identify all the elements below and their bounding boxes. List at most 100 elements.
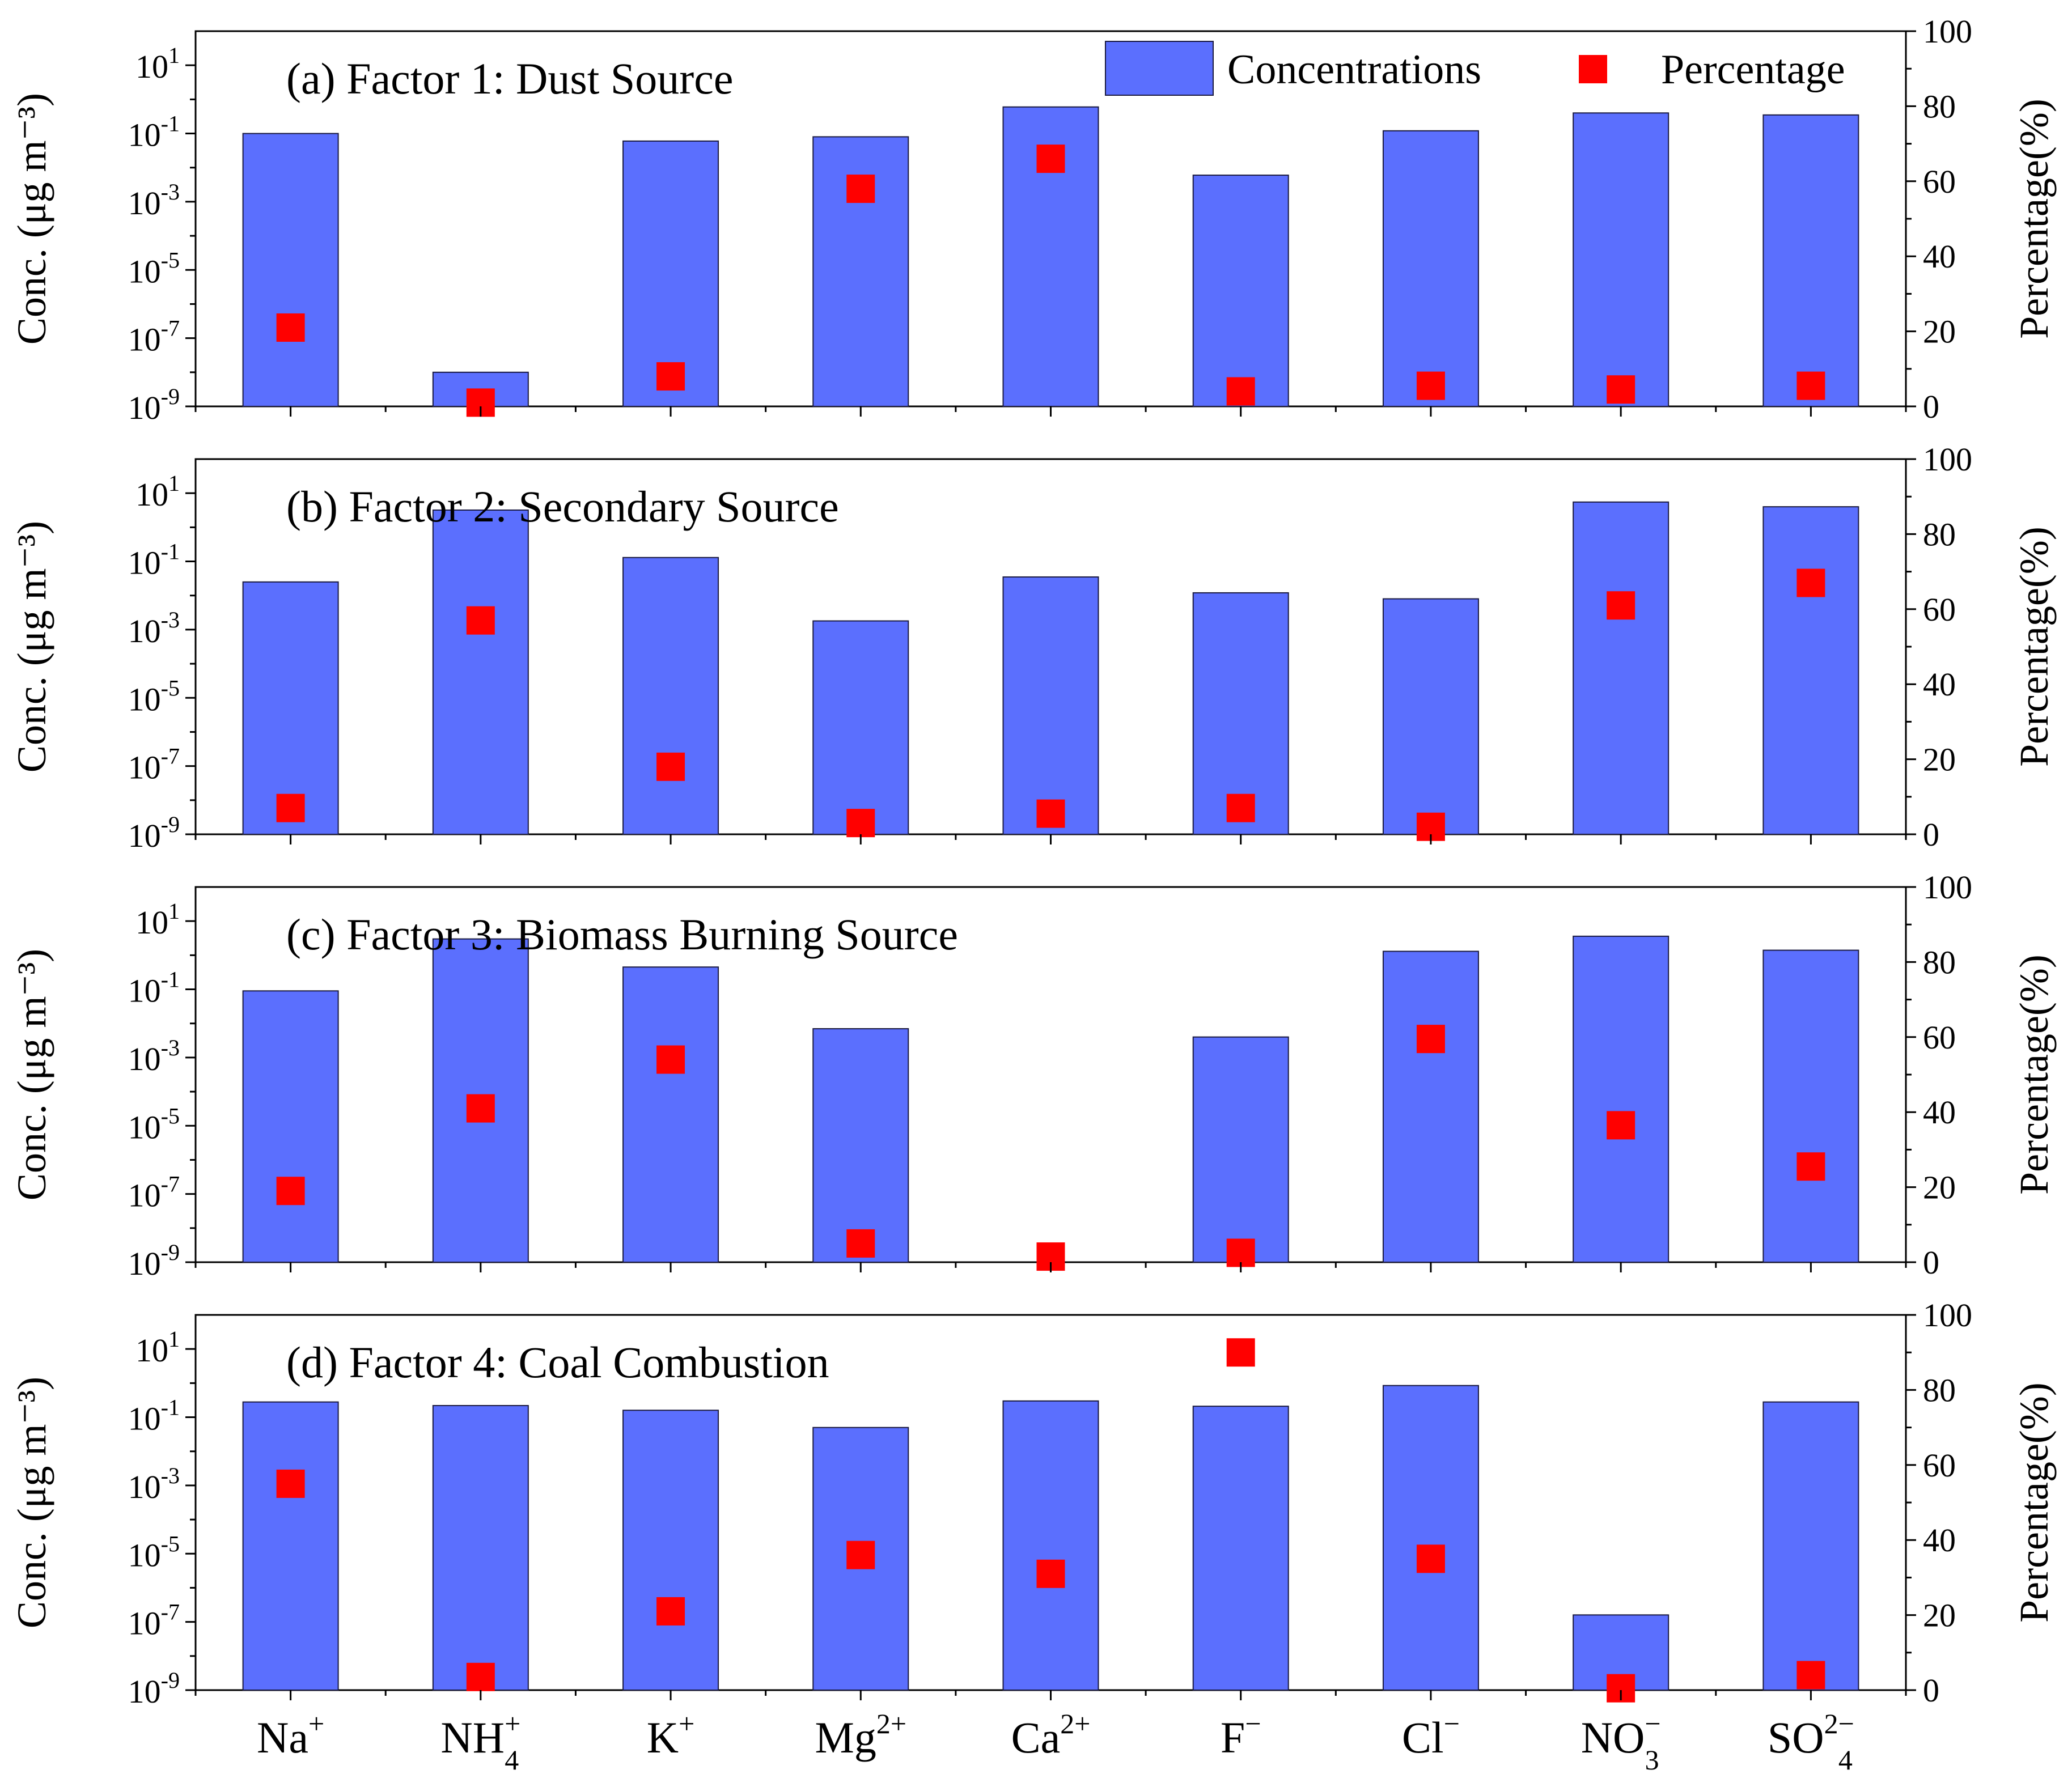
left-axis-title-b: Conc. (μg m⁻³) <box>9 521 54 773</box>
marker-b-ca <box>1036 799 1065 828</box>
panel-title-a: (a) Factor 1: Dust Source <box>286 54 733 103</box>
marker-b-f <box>1226 793 1255 822</box>
left-tick-label-c-5: 10-9 <box>128 1240 180 1282</box>
bar-c-na <box>242 990 339 1263</box>
right-tick-label-d-3: 40 <box>1923 1522 1956 1559</box>
left-axis-title-d: Conc. (μg m⁻³) <box>9 1377 54 1628</box>
right-tick-label-d-0: 100 <box>1923 1297 1972 1334</box>
left-tick-label-c-2: 10-3 <box>128 1035 180 1077</box>
left-tick-label-b-4: 10-7 <box>128 744 180 786</box>
bar-b-mg <box>812 620 909 835</box>
marker-b-no3 <box>1607 591 1635 620</box>
right-tick-label-a-1: 80 <box>1923 88 1956 125</box>
right-tick-label-c-2: 60 <box>1923 1019 1956 1056</box>
bar-d-f <box>1192 1406 1289 1691</box>
bar-d-so4 <box>1762 1401 1859 1691</box>
left-tick-label-d-4: 10-7 <box>128 1599 180 1642</box>
right-tick-label-d-4: 20 <box>1923 1597 1956 1634</box>
left-tick-label-d-3: 10-5 <box>128 1531 180 1573</box>
bar-a-no3 <box>1573 112 1670 408</box>
category-label-f: F− <box>1221 1708 1261 1762</box>
bar-d-nh4 <box>432 1404 529 1691</box>
left-axis-title-a: Conc. (μg m⁻³) <box>9 93 54 345</box>
panel-title-d: (d) Factor 4: Coal Combustion <box>286 1338 829 1387</box>
bar-b-no3 <box>1573 501 1670 835</box>
panel-c: 101 10-1 10-3 10-5 10-7 10-9 100 80 60 40 20 0 Conc.… <box>9 869 2057 1282</box>
panel-b: 101 10-1 10-3 10-5 10-7 10-9 100 80 60 40 20 0 Conc.… <box>9 441 2057 854</box>
panel-title-c: (c) Factor 3: Biomass Burning Source <box>286 910 958 959</box>
left-tick-label-a-1: 10-1 <box>128 111 180 154</box>
right-tick-label-a-2: 60 <box>1923 163 1956 200</box>
right-tick-label-b-3: 40 <box>1923 666 1956 703</box>
left-tick-label-d-1: 10-1 <box>128 1395 180 1437</box>
bar-a-na <box>242 133 339 408</box>
right-tick-label-b-4: 20 <box>1923 741 1956 778</box>
right-tick-label-c-0: 100 <box>1923 869 1972 906</box>
bar-d-cl <box>1382 1385 1479 1691</box>
marker-d-so4 <box>1796 1661 1825 1690</box>
bar-a-so4 <box>1762 114 1859 408</box>
marker-b-na <box>276 793 305 822</box>
left-tick-label-a-5: 10-9 <box>128 384 180 426</box>
bar-c-no3 <box>1573 935 1670 1263</box>
right-tick-label-c-4: 20 <box>1923 1169 1956 1206</box>
bar-d-na <box>242 1401 339 1691</box>
marker-d-ca <box>1036 1559 1065 1588</box>
marker-c-na <box>276 1177 305 1206</box>
right-tick-label-b-2: 60 <box>1923 591 1956 628</box>
bar-c-cl <box>1382 950 1479 1263</box>
left-axis-title-c: Conc. (μg m⁻³) <box>9 949 54 1200</box>
marker-c-so4 <box>1796 1152 1825 1181</box>
panel-d: 101 10-1 10-3 10-5 10-7 10-9 100 80 60 40 20 0 Conc.… <box>9 1297 2057 1710</box>
left-tick-label-d-0: 101 <box>135 1326 180 1369</box>
marker-b-nh4 <box>466 606 495 635</box>
marker-c-no3 <box>1607 1111 1635 1140</box>
bar-b-k <box>622 557 719 835</box>
marker-b-k <box>656 752 685 781</box>
marker-d-mg <box>846 1540 875 1569</box>
left-tick-label-d-5: 10-9 <box>128 1667 180 1710</box>
category-label-ca: Ca2+ <box>1011 1708 1091 1762</box>
left-tick-label-c-3: 10-5 <box>128 1103 180 1145</box>
bar-a-f <box>1192 175 1289 407</box>
left-tick-label-a-4: 10-7 <box>128 316 180 358</box>
panel-title-b: (b) Factor 2: Secondary Source <box>286 482 839 531</box>
category-label-k: K+ <box>647 1708 695 1762</box>
right-tick-label-b-1: 80 <box>1923 516 1956 553</box>
left-tick-label-b-3: 10-5 <box>128 675 180 718</box>
right-tick-label-a-0: 100 <box>1923 13 1972 50</box>
marker-a-f <box>1226 377 1255 406</box>
bar-b-ca <box>1002 576 1099 835</box>
marker-d-na <box>276 1469 305 1498</box>
marker-c-mg <box>846 1229 875 1258</box>
marker-c-k <box>656 1045 685 1074</box>
right-tick-label-b-5: 0 <box>1923 816 1939 853</box>
marker-c-nh4 <box>466 1094 495 1123</box>
marker-a-cl <box>1416 371 1445 400</box>
marker-d-nh4 <box>466 1662 495 1691</box>
left-tick-label-a-2: 10-3 <box>128 179 180 222</box>
category-label-cl: Cl− <box>1402 1708 1460 1762</box>
left-tick-label-c-0: 101 <box>135 898 180 941</box>
bar-b-nh4 <box>432 509 529 835</box>
legend-swatch-percentage <box>1579 55 1607 83</box>
marker-d-cl <box>1416 1544 1445 1573</box>
right-tick-label-a-3: 40 <box>1923 238 1956 275</box>
bar-a-k <box>622 140 719 407</box>
bar-b-so4 <box>1762 506 1859 835</box>
marker-a-so4 <box>1796 371 1825 400</box>
bar-d-k <box>622 1410 719 1691</box>
bar-d-ca <box>1002 1400 1099 1691</box>
right-tick-label-a-4: 20 <box>1923 313 1956 350</box>
bar-b-cl <box>1382 598 1479 835</box>
marker-a-no3 <box>1607 375 1635 404</box>
left-tick-label-a-0: 101 <box>135 43 180 85</box>
left-tick-label-d-2: 10-3 <box>128 1463 180 1505</box>
marker-d-f <box>1226 1338 1255 1367</box>
marker-b-mg <box>846 809 875 838</box>
legend-label-concentrations: Concentrations <box>1227 46 1481 93</box>
marker-d-k <box>656 1597 685 1626</box>
right-tick-label-c-1: 80 <box>1923 944 1956 981</box>
left-tick-label-a-3: 10-5 <box>128 247 180 290</box>
